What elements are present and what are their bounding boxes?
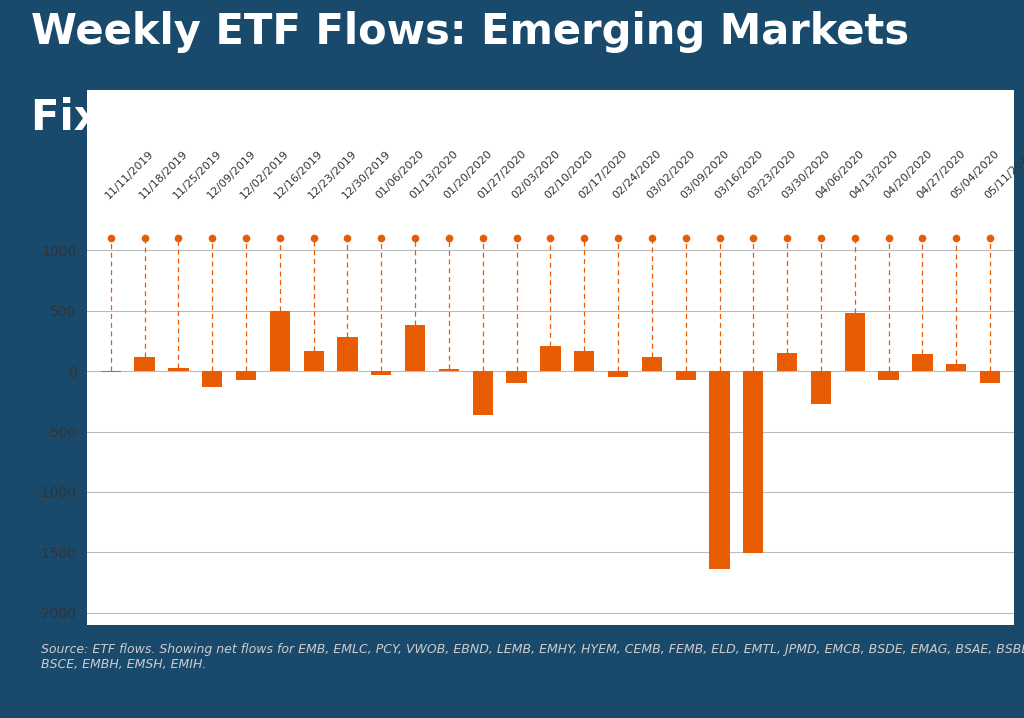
Bar [743, 371, 764, 554]
Bar [134, 357, 155, 371]
Bar [236, 371, 256, 380]
Bar [473, 371, 493, 414]
Bar [303, 350, 324, 371]
Text: Source: ETF flows. Showing net flows for EMB, EMLC, PCY, VWOB, EBND, LEMB, EMHY,: Source: ETF flows. Showing net flows for… [41, 643, 1024, 671]
Bar [439, 369, 459, 371]
Bar [710, 371, 730, 569]
Bar [269, 311, 290, 371]
Bar [404, 325, 425, 371]
Bar [574, 350, 594, 371]
Bar [202, 371, 222, 387]
Bar [100, 371, 121, 373]
Bar [337, 337, 357, 371]
Text: Weekly ETF Flows: Emerging Markets: Weekly ETF Flows: Emerging Markets [31, 11, 909, 52]
Bar [845, 313, 865, 371]
Bar [946, 364, 967, 371]
Bar [811, 371, 831, 404]
Bar [608, 371, 628, 377]
Bar [980, 371, 1000, 383]
Bar [879, 371, 899, 380]
Bar [676, 371, 696, 380]
Bar [168, 368, 188, 371]
Bar [541, 346, 560, 371]
Bar [507, 371, 526, 383]
Bar [642, 357, 662, 371]
Bar [777, 353, 798, 371]
Text: Fixed-Income (in USD millions): Fixed-Income (in USD millions) [31, 97, 753, 139]
Bar [912, 354, 933, 371]
Bar [371, 371, 391, 375]
